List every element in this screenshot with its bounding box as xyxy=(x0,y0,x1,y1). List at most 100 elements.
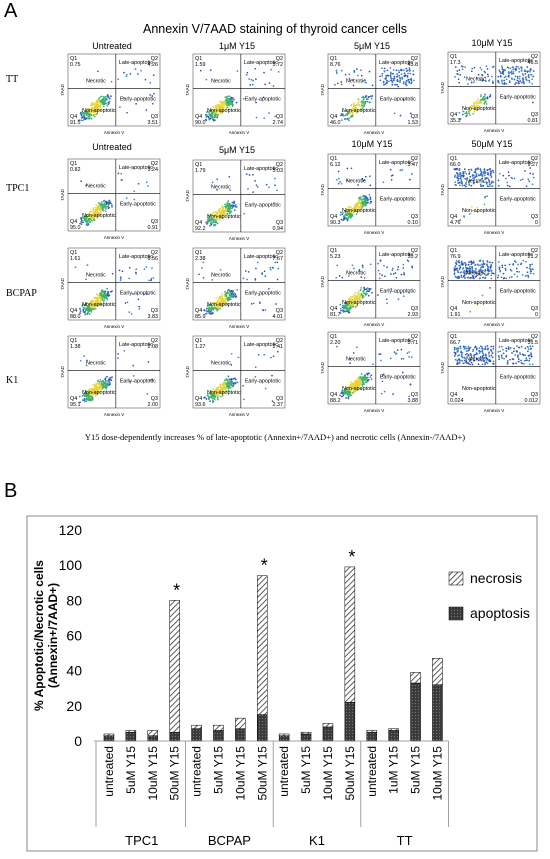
event-dot xyxy=(82,119,84,122)
event-dot xyxy=(209,400,211,402)
legend-swatch xyxy=(448,606,464,621)
event-dot xyxy=(396,349,399,351)
event-dot xyxy=(99,300,102,303)
quadrant-label-necrotic: Necrotic xyxy=(466,179,486,185)
event-dot xyxy=(356,210,359,213)
event-dot xyxy=(227,384,230,387)
plot-title: 10μM Y15 xyxy=(471,38,513,48)
event-dot xyxy=(111,204,113,206)
event-dot xyxy=(221,298,223,301)
event-dot xyxy=(211,181,214,184)
y-axis-label: 7AAD xyxy=(440,275,445,288)
event-dot xyxy=(484,269,487,272)
event-dot xyxy=(360,276,363,278)
event-dot xyxy=(474,176,476,178)
quadrant-q2-value: Q2 4.26 xyxy=(148,56,159,68)
event-dot xyxy=(351,264,354,267)
event-dot xyxy=(343,307,345,310)
event-dot xyxy=(364,101,366,103)
event-dot xyxy=(525,357,528,360)
event-dot xyxy=(205,221,207,224)
event-dot xyxy=(366,100,369,103)
event-dot xyxy=(349,109,352,111)
event-dot xyxy=(462,175,465,178)
bar-segment-necrosis xyxy=(388,728,399,731)
event-dot xyxy=(264,275,267,278)
event-dot xyxy=(362,195,365,197)
plot-frame xyxy=(327,153,421,227)
event-dot xyxy=(205,398,208,400)
event-dot xyxy=(481,177,484,180)
event-dot xyxy=(515,66,518,68)
event-dot xyxy=(505,350,508,353)
quadrant-label-non: Non-apoptotic xyxy=(207,390,241,396)
event-dot xyxy=(138,305,140,308)
event-dot xyxy=(370,201,373,203)
event-dot xyxy=(98,391,101,394)
event-dot xyxy=(529,345,532,347)
event-dot xyxy=(463,362,465,365)
event-dot xyxy=(343,218,346,220)
event-dot xyxy=(394,272,397,274)
event-dot xyxy=(247,271,250,273)
event-dot xyxy=(469,277,471,280)
quadrant-q2-value: Q2 2.41 xyxy=(273,338,284,350)
event-dot xyxy=(476,347,478,349)
event-dot xyxy=(515,81,517,84)
event-dot xyxy=(209,307,211,310)
event-dot xyxy=(480,174,482,176)
event-dot xyxy=(379,75,381,78)
event-dot xyxy=(401,76,403,79)
event-dot xyxy=(346,307,348,309)
event-dot xyxy=(408,291,410,294)
event-dot xyxy=(512,350,515,353)
quadrant-q4-value: Q4 95.0 xyxy=(70,219,81,231)
event-dot xyxy=(95,393,98,396)
event-dot xyxy=(228,98,231,100)
event-dot xyxy=(233,202,235,205)
event-dot xyxy=(478,352,481,354)
event-dot xyxy=(359,383,361,386)
event-dot xyxy=(90,111,93,114)
event-dot xyxy=(211,212,214,214)
event-dot xyxy=(336,264,339,267)
event-dot xyxy=(488,181,491,184)
event-dot xyxy=(216,212,219,214)
event-dot xyxy=(490,354,493,357)
event-dot xyxy=(339,394,341,397)
event-dot xyxy=(531,363,534,366)
event-dot xyxy=(365,200,367,202)
event-dot xyxy=(357,297,360,300)
event-dot xyxy=(117,78,120,81)
event-dot xyxy=(147,361,150,363)
bar-segment-apoptosis xyxy=(388,730,399,742)
event-dot xyxy=(470,169,473,171)
x-axis-label: Annexin V xyxy=(364,322,385,327)
event-dot xyxy=(363,383,365,385)
bar-segment-apoptosis xyxy=(432,684,443,742)
quadrant-q1-value: Q1 1.27 xyxy=(195,338,206,350)
event-dot xyxy=(120,172,123,175)
event-dot xyxy=(498,356,501,359)
event-dot xyxy=(104,203,107,206)
event-dot xyxy=(456,362,459,365)
event-dot xyxy=(398,71,400,74)
event-dot xyxy=(276,278,279,281)
event-dot xyxy=(465,263,467,266)
event-dot xyxy=(106,298,109,301)
event-dot xyxy=(497,261,500,263)
event-dot xyxy=(457,271,460,273)
event-dot xyxy=(88,220,90,223)
quadrant-q2-value: Q2 5.03 xyxy=(273,162,284,174)
event-dot xyxy=(500,354,503,357)
event-dot xyxy=(497,274,500,277)
event-dot xyxy=(502,70,504,73)
event-dot xyxy=(222,387,225,390)
event-dot xyxy=(202,276,205,279)
event-dot xyxy=(487,272,489,275)
event-dot xyxy=(121,178,123,181)
event-dot xyxy=(485,274,487,277)
event-dot xyxy=(268,112,270,114)
plot-frame xyxy=(447,153,541,227)
